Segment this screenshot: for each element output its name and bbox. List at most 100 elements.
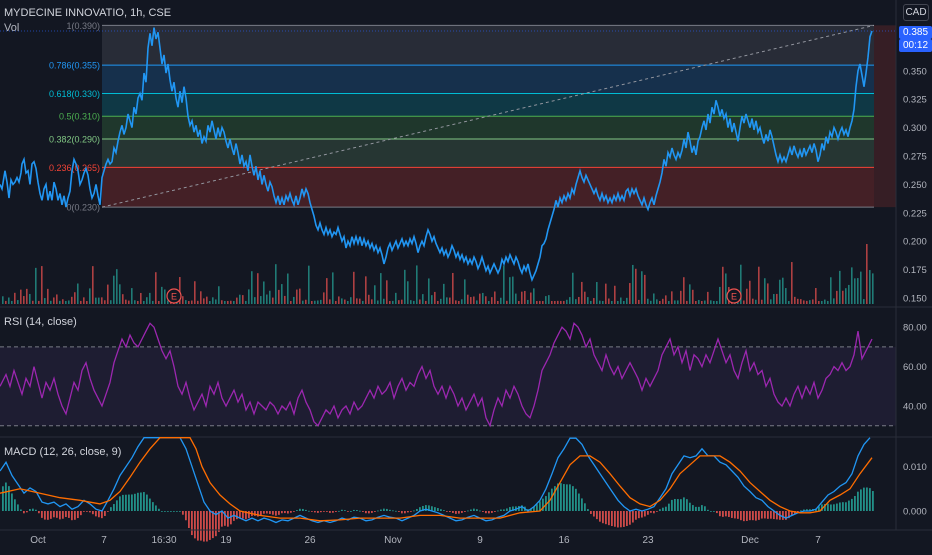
macd-line <box>0 437 871 524</box>
volume-bar <box>401 299 403 304</box>
volume-bar <box>233 300 235 304</box>
macd-histogram-bar <box>710 511 712 512</box>
volume-bar <box>116 269 118 304</box>
volume-bar <box>863 299 865 304</box>
volume-bar <box>704 300 706 304</box>
macd-histogram-bar <box>638 511 640 519</box>
volume-bar <box>554 300 556 304</box>
rsi-line <box>0 322 873 428</box>
fibonacci-retracement[interactable]: 1(0.390) 0.786(0.355) 0.618(0.330) 0.5(0.31… <box>49 21 896 213</box>
volume-bar <box>473 296 475 304</box>
volume-bar <box>350 297 352 304</box>
fib-level-label: 0.5(0.310) <box>59 112 100 122</box>
macd-histogram-bar <box>443 510 445 511</box>
volume-bar <box>182 296 184 304</box>
macd-histogram-bar <box>35 509 37 511</box>
volume-bar <box>623 300 625 304</box>
volume-bar <box>788 300 790 304</box>
macd-histogram-bar <box>164 511 166 512</box>
volume-bar <box>647 298 649 304</box>
macd-histogram-bar <box>458 511 460 514</box>
price-series[interactable] <box>0 27 896 283</box>
macd-histogram-bar <box>317 511 319 513</box>
macd-histogram-bar <box>128 494 130 511</box>
time-tick-label: 16 <box>558 535 570 546</box>
fib-level-label: 0.786(0.355) <box>49 61 100 71</box>
volume-bar <box>608 298 610 304</box>
rsi-title[interactable]: RSI (14, close) <box>4 316 77 328</box>
macd-histogram-bar <box>89 511 91 513</box>
volume-bar <box>362 300 364 304</box>
symbol-title[interactable]: MYDECINE INNOVATIO, 1h, CSE <box>4 7 172 19</box>
volume-bar <box>98 297 100 304</box>
macd-histogram-bar <box>44 511 46 520</box>
volume-bar <box>680 290 682 304</box>
volume-bar <box>773 294 775 304</box>
volume-bar <box>755 299 757 304</box>
price-tick-label: 0.325 <box>903 95 927 106</box>
rsi-pane[interactable] <box>0 306 932 428</box>
volume-bar <box>827 300 829 304</box>
volume-bar <box>455 300 457 304</box>
macd-histogram-bar <box>788 511 790 519</box>
volume-bar <box>245 300 247 304</box>
volume-bar <box>248 289 250 304</box>
volume-bar <box>263 281 265 304</box>
volume-bar <box>23 296 25 304</box>
fib-band <box>102 138 874 168</box>
volume-bar <box>449 297 451 304</box>
volume-bar <box>392 300 394 304</box>
volume-bar <box>293 296 295 304</box>
macd-histogram-bar <box>422 505 424 511</box>
volume-bar <box>857 278 859 304</box>
macd-histogram-bar <box>818 506 820 511</box>
macd-histogram-bar <box>545 496 547 511</box>
macd-histogram-bar <box>455 511 457 514</box>
macd-histogram-bar <box>596 511 598 520</box>
volume-bar <box>269 290 271 304</box>
volume-bar <box>509 277 511 304</box>
macd-histogram-bar <box>371 511 373 513</box>
macd-histogram-bar <box>665 506 667 511</box>
macd-title[interactable]: MACD (12, 26, close, 9) <box>4 446 122 458</box>
macd-histogram-bar <box>506 508 508 511</box>
volume-bar <box>359 298 361 304</box>
macd-histogram-bar <box>236 511 238 520</box>
volume-bar <box>659 300 661 304</box>
fib-trend-line <box>101 24 875 208</box>
volume-legend[interactable]: Vol <box>4 22 20 34</box>
volume-bar <box>491 297 493 304</box>
macd-histogram-bar <box>47 511 49 520</box>
volume-bar <box>485 296 487 304</box>
macd-pane[interactable] <box>0 436 932 542</box>
volume-bar <box>221 300 223 304</box>
fib-band <box>102 167 874 208</box>
price-tick-label: 0.225 <box>903 208 927 219</box>
volume-bar <box>740 264 742 304</box>
macd-histogram-bar <box>14 499 16 511</box>
macd-histogram-bar <box>155 505 157 511</box>
macd-histogram-bar <box>470 509 472 511</box>
macd-histogram-bar <box>611 511 613 527</box>
currency-button[interactable]: CAD <box>903 4 929 21</box>
volume-bar <box>575 299 577 304</box>
macd-histogram-bar <box>464 511 466 512</box>
rsi-tick-label: 80.00 <box>903 323 927 334</box>
volume-bar <box>335 300 337 304</box>
volume-bar <box>74 292 76 304</box>
volume-bar <box>860 271 862 304</box>
volume-bar <box>347 300 349 304</box>
macd-histogram-bar <box>200 511 202 541</box>
price-tick-label: 0.350 <box>903 66 927 77</box>
macd-histogram-bar <box>626 511 628 526</box>
macd-histogram-bar <box>740 511 742 521</box>
volume-bar <box>383 298 385 304</box>
macd-histogram-bar <box>179 511 181 512</box>
macd-histogram-bar <box>419 507 421 511</box>
macd-histogram-bar <box>575 488 577 511</box>
volume-bar <box>650 300 652 304</box>
macd-histogram-bar <box>83 511 85 512</box>
